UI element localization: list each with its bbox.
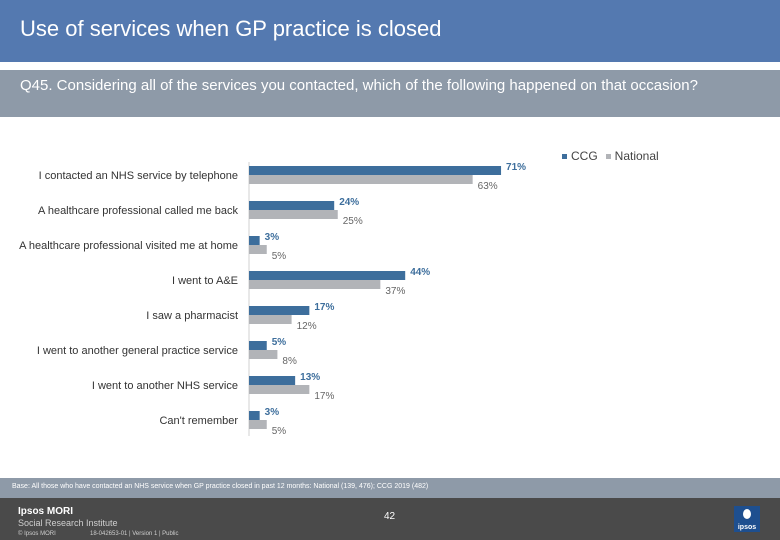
legend-item-national: National <box>605 149 659 163</box>
bar-ccg <box>249 411 260 420</box>
copyright-text: © Ipsos MORI <box>18 531 56 537</box>
ipsos-badge-icon: ipsos <box>734 506 760 532</box>
bar-ccg <box>249 341 267 350</box>
bar-ccg <box>249 376 296 385</box>
bar-national <box>249 315 292 324</box>
base-note-bar: Base: All those who have contacted an NH… <box>0 478 780 498</box>
category-label: I saw a pharmacist <box>146 310 238 322</box>
sri-logo-text: Social Research Institute <box>18 518 118 528</box>
data-label-ccg: 71% <box>506 162 526 173</box>
header-bar: Use of services when GP practice is clos… <box>0 0 780 62</box>
page-number: 42 <box>384 511 396 522</box>
category-label: A healthcare professional visited me at … <box>19 240 238 252</box>
data-label-national: 5% <box>272 426 287 437</box>
ipsos-mori-logo: Ipsos MORI <box>18 506 74 517</box>
bar-national <box>249 245 267 254</box>
ipsos-badge-label: ipsos <box>737 524 757 531</box>
data-label-national: 8% <box>282 356 297 367</box>
category-label: I went to another general practice servi… <box>37 345 238 357</box>
bar-national <box>249 280 381 289</box>
legend-item-ccg: CCG <box>562 149 598 163</box>
question-text: Q45. Considering all of the services you… <box>20 77 698 94</box>
data-label-national: 63% <box>478 181 498 192</box>
bar-chart: I contacted an NHS service by telephone 7… <box>19 162 526 437</box>
bar-ccg <box>249 166 502 175</box>
data-label-ccg: 5% <box>272 337 287 348</box>
category-label: Can't remember <box>159 415 238 427</box>
footer-bar: Ipsos MORI Social Research Institute © I… <box>0 498 780 540</box>
bar-national <box>249 175 473 184</box>
data-label-national: 17% <box>314 391 334 402</box>
category-label: I went to A&E <box>172 275 238 287</box>
question-bar: Q45. Considering all of the services you… <box>0 70 780 117</box>
data-label-national: 5% <box>272 251 287 262</box>
bar-ccg <box>249 201 335 210</box>
category-label: I contacted an NHS service by telephone <box>39 170 238 182</box>
legend-label-national: National <box>614 149 659 163</box>
data-label-national: 25% <box>343 216 363 227</box>
bar-ccg <box>249 236 260 245</box>
data-label-ccg: 44% <box>410 267 430 278</box>
job-number: 18-042653-01 | Version 1 | Public <box>90 531 179 537</box>
data-label-ccg: 3% <box>265 407 280 418</box>
legend-swatch-national <box>605 153 611 159</box>
legend-swatch-ccg <box>562 153 567 159</box>
data-label-national: 12% <box>297 321 317 332</box>
ipsos-mark-icon <box>743 509 751 519</box>
data-label-ccg: 13% <box>300 372 320 383</box>
bar-national <box>249 385 310 394</box>
data-label-ccg: 17% <box>314 302 334 313</box>
data-label-ccg: 3% <box>265 232 280 243</box>
legend-label-ccg: CCG <box>571 149 598 163</box>
data-label-national: 37% <box>385 286 405 297</box>
bar-national <box>249 210 338 219</box>
bar-national <box>249 420 267 429</box>
category-label: I went to another NHS service <box>92 380 238 392</box>
bar-ccg <box>249 271 406 280</box>
page-title: Use of services when GP practice is clos… <box>20 16 442 41</box>
bar-national <box>249 350 278 359</box>
chart-legend: CCG National <box>562 149 659 163</box>
bar-ccg <box>249 306 310 315</box>
category-label: A healthcare professional called me back <box>38 205 238 217</box>
base-note: Base: All those who have contacted an NH… <box>12 483 429 490</box>
data-label-ccg: 24% <box>339 197 359 208</box>
